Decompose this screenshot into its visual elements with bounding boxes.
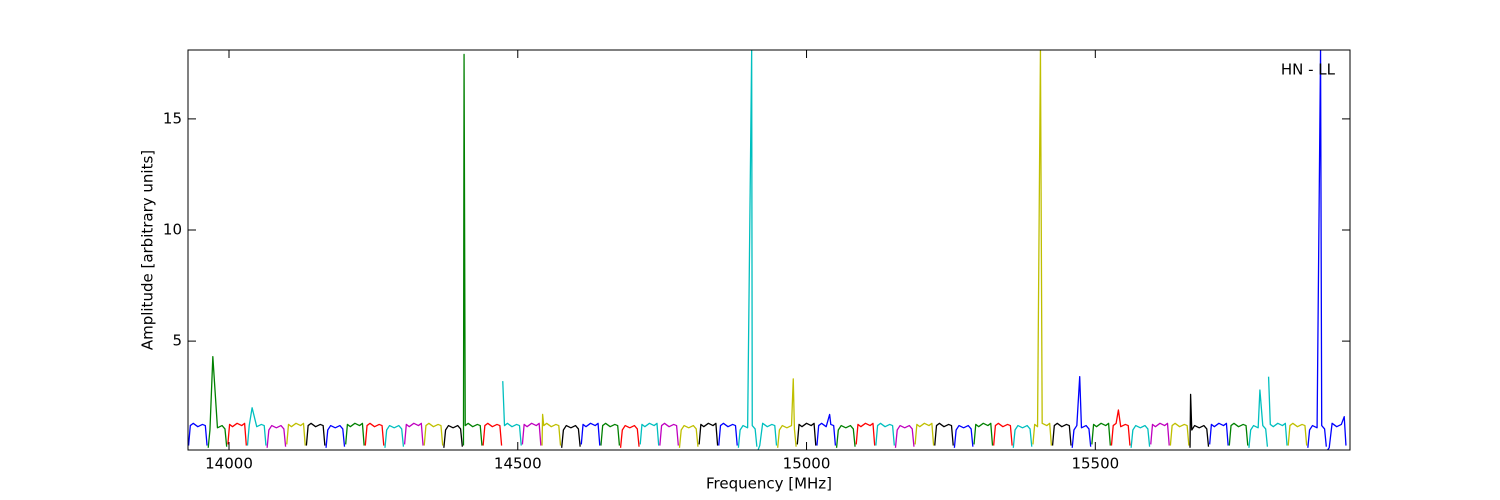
- spectrum-line: [1169, 422, 1190, 446]
- y-axis-label: Amplitude [arbitrary units]: [139, 150, 157, 350]
- spectrum-line: [384, 424, 405, 448]
- spectrum-line: [521, 422, 542, 446]
- spectrum-line: [502, 381, 522, 446]
- spectrum-line: [796, 422, 817, 446]
- spectrum-line: [345, 422, 365, 446]
- spectrum-line: [423, 422, 444, 446]
- spectrum-line: [1012, 424, 1033, 448]
- spectrum-line: [934, 422, 954, 446]
- spectrum-line: [227, 422, 247, 446]
- spectrum-line: [894, 424, 915, 448]
- spectrum-line: [1110, 409, 1131, 446]
- plot-frame: [187, 49, 1351, 451]
- x-tick-label: 14000: [205, 455, 253, 473]
- spectrum-line: [1307, 50, 1327, 448]
- spectrum-line: [619, 424, 640, 448]
- spectrum-line: [364, 422, 385, 446]
- spectrum-line: [266, 424, 287, 448]
- plot-area: [188, 50, 1350, 450]
- spectrum-line: [698, 422, 719, 446]
- spectrum-line: [855, 422, 876, 446]
- spectrum-line: [1051, 422, 1072, 446]
- spectrum-line: [1130, 424, 1151, 448]
- x-axis-label: Frequency [MHz]: [706, 475, 832, 493]
- x-tick-label: 15000: [783, 455, 831, 473]
- spectrum-line: [718, 422, 738, 446]
- spectrum-line: [561, 424, 581, 448]
- spectrum-line: [403, 422, 424, 446]
- y-tick-label: 15: [163, 109, 182, 127]
- spectrum-line: [1091, 422, 1111, 446]
- spectrum-line: [207, 356, 228, 448]
- spectrum-line: [777, 378, 797, 448]
- x-tick-label: 14500: [494, 455, 542, 473]
- spectrum-line: [1150, 422, 1170, 446]
- spectrum-line: [1071, 376, 1092, 448]
- spectrum-line: [678, 424, 699, 448]
- spectrum-line: [1032, 50, 1053, 446]
- spectrum-line: [1228, 422, 1249, 446]
- spectrum-line: [482, 422, 503, 446]
- spectrum-line: [993, 422, 1013, 446]
- spectrum-line: [1248, 389, 1269, 448]
- spectrum-line: [875, 422, 895, 446]
- spectrum-line: [737, 50, 758, 448]
- spectrum-line: [443, 424, 463, 448]
- spectrum-line: [286, 422, 306, 446]
- spectrum-line: [325, 424, 346, 448]
- spectrum-line: [246, 407, 267, 446]
- spectrum-line: [953, 424, 974, 448]
- spectrum-line: [973, 422, 994, 446]
- spectrum-line: [305, 422, 326, 446]
- x-tick-label: 15500: [1071, 455, 1119, 473]
- spectrum-line: [462, 53, 483, 446]
- spectrum-line: [914, 422, 935, 446]
- spectrum-line: [1189, 393, 1210, 448]
- spectrum-line: [835, 424, 856, 448]
- spectrum-line: [816, 413, 837, 446]
- spectrum-line: [757, 422, 778, 450]
- spectrum-line: [1326, 416, 1347, 450]
- y-tick-label: 10: [163, 221, 182, 239]
- series-group: [188, 50, 1347, 450]
- spectrum-line: [541, 413, 562, 446]
- spectrum-line: [600, 422, 621, 446]
- spectrum-line: [639, 422, 660, 446]
- annotation: HN - LL: [1281, 61, 1336, 79]
- spectrum-line: [188, 422, 208, 446]
- spectrum-line: [659, 422, 679, 446]
- y-tick-label: 5: [172, 332, 182, 350]
- spectrum-line: [580, 422, 601, 446]
- spectrum-line: [1267, 376, 1288, 446]
- spectrum-line: [1209, 422, 1229, 446]
- spectrum-line: [1287, 422, 1308, 446]
